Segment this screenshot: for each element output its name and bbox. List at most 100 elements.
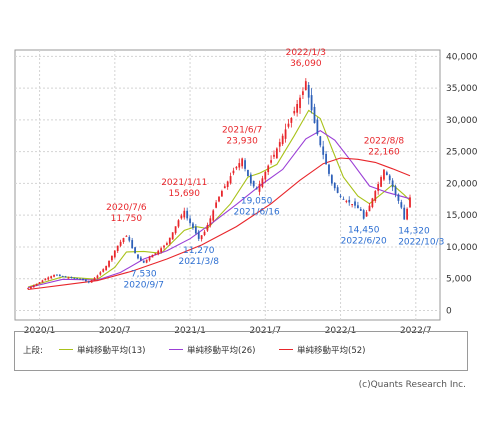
candles <box>27 78 411 290</box>
ma-line-2 <box>27 130 411 289</box>
candle-body <box>281 135 284 145</box>
candle-body <box>73 277 76 279</box>
candle-body <box>377 184 380 191</box>
candle-body <box>313 106 316 124</box>
candle-body <box>44 278 47 281</box>
legend: 上段: 単純移動平均(13) 単純移動平均(26) 単純移動平均(52) <box>14 331 468 371</box>
candle-body <box>385 172 388 175</box>
candle-body <box>287 123 290 127</box>
candle-body <box>154 253 157 255</box>
peak-annotation: 23,930 <box>226 136 258 146</box>
plot-frame <box>14 49 441 321</box>
candle-body <box>229 176 232 184</box>
candle-body <box>58 274 61 277</box>
candle-body <box>30 286 32 289</box>
candle-body <box>145 259 148 263</box>
candle-body <box>221 191 223 197</box>
candle-body <box>76 278 79 280</box>
candle-body <box>307 85 310 98</box>
candle-body <box>238 163 241 168</box>
candle-body <box>261 178 264 188</box>
y-tick-label: 40,000 <box>446 52 478 62</box>
candle-body <box>273 154 275 157</box>
candle-body <box>70 277 73 279</box>
trough-annotation: 14,450 <box>348 226 380 236</box>
candle-body <box>247 169 249 177</box>
candle-body <box>362 210 365 219</box>
legend-item-ma26: 単純移動平均(26) <box>187 346 256 356</box>
candle-body <box>267 165 270 173</box>
candle-body <box>139 257 142 261</box>
candle-body <box>47 277 50 280</box>
candle-body <box>125 235 128 237</box>
candle-body <box>180 215 183 219</box>
candle-body <box>330 175 333 184</box>
peak-annotation: 2022/1/3 <box>286 48 326 58</box>
candle-body <box>290 117 293 123</box>
candle-body <box>380 177 382 187</box>
candle-body <box>53 274 55 277</box>
candle-body <box>64 276 67 278</box>
candle-body <box>284 129 287 139</box>
candle-body <box>258 183 261 192</box>
candle-body <box>322 146 325 155</box>
candle-body <box>351 204 354 206</box>
y-tick-label: 5,000 <box>446 275 472 285</box>
candle-body <box>226 181 229 187</box>
candle-body <box>403 207 406 220</box>
candle-body <box>304 81 307 91</box>
candle-body <box>186 210 189 219</box>
candle-body <box>163 245 165 248</box>
candle-body <box>50 276 53 279</box>
candle-body <box>325 153 327 165</box>
trough-annotation: 2022/10/3 <box>398 237 444 247</box>
candle-body <box>56 274 58 276</box>
candle-body <box>275 148 278 159</box>
candle-body <box>383 169 385 180</box>
candle-body <box>96 275 99 279</box>
peak-annotation: 2022/8/8 <box>364 137 405 147</box>
candle-body <box>223 186 226 189</box>
candle-body <box>38 282 41 284</box>
y-tick-label: 25,000 <box>446 148 478 158</box>
candle-body <box>82 278 84 280</box>
candle-body <box>131 240 134 249</box>
y-tick-label: 30,000 <box>446 116 478 126</box>
candle-body <box>365 212 368 217</box>
candle-body <box>148 256 151 261</box>
candle-body <box>137 254 139 259</box>
candle-body <box>328 164 330 174</box>
candle-body <box>174 226 177 234</box>
legend-item-ma13: 単純移動平均(13) <box>77 346 146 356</box>
candle-body <box>299 97 301 109</box>
peak-annotation: 2021/6/7 <box>222 125 262 135</box>
candle-body <box>218 196 220 202</box>
trough-annotation: 2020/9/7 <box>124 281 164 291</box>
candle-body <box>241 158 244 167</box>
candle-body <box>116 245 119 251</box>
trough-annotation: 2021/6/16 <box>234 207 280 217</box>
candle-body <box>296 104 299 113</box>
legend-item-ma52: 単純移動平均(52) <box>297 346 366 356</box>
candle-body <box>215 202 217 208</box>
candle-body <box>90 280 93 283</box>
candle-body <box>122 238 125 242</box>
candle-body <box>168 237 171 244</box>
candle-body <box>111 255 113 261</box>
candle-body <box>67 277 70 279</box>
candle-body <box>293 110 296 114</box>
candle-body <box>302 91 304 95</box>
peak-annotation: 11,750 <box>111 214 143 224</box>
ma-line-3 <box>27 157 411 291</box>
candle-body <box>244 160 246 169</box>
annotations: 2022/1/336,090 2021/6/723,930 2021/1/1115,… <box>106 48 444 290</box>
candle-body <box>113 250 116 258</box>
candle-body <box>102 269 105 272</box>
candle-body <box>374 191 377 201</box>
candle-body <box>212 210 215 221</box>
candle-body <box>142 260 145 263</box>
trough-annotation: 19,050 <box>241 196 273 206</box>
candle-body <box>209 218 212 226</box>
candle-body <box>200 235 203 240</box>
y-tick-label: 10,000 <box>446 243 478 253</box>
